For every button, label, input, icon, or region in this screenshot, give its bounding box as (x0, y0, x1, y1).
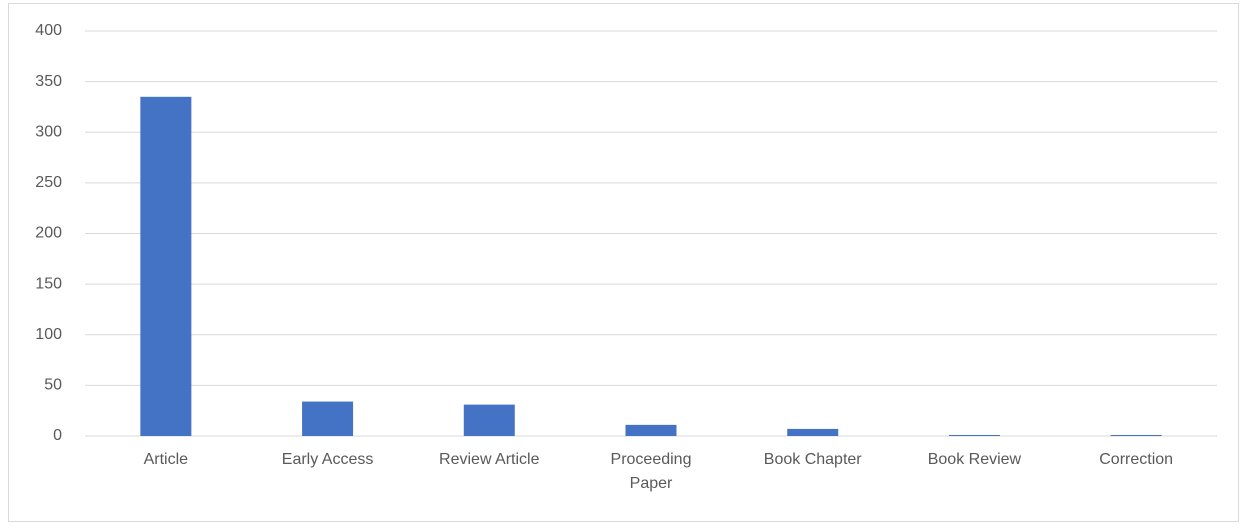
x-tick-label: Book Chapter (763, 451, 862, 468)
bar (1110, 434, 1162, 436)
bar (625, 424, 677, 436)
bar (787, 428, 839, 436)
y-tick-label: 150 (35, 275, 62, 292)
x-tick-label: Book Review (927, 451, 1022, 468)
y-tick-label: 400 (35, 22, 62, 39)
y-tick-label: 200 (35, 225, 62, 242)
x-tick-label: Early Access (281, 451, 374, 468)
x-tick-label: Article (143, 451, 189, 468)
y-tick-label: 250 (35, 174, 62, 191)
y-tick-label: 50 (44, 377, 62, 394)
chart-border (8, 3, 1239, 522)
x-tick-label: Review Article (439, 451, 540, 468)
x-tick-label: Correction (1099, 451, 1174, 468)
bar (140, 96, 192, 436)
y-tick-label: 300 (35, 123, 62, 140)
y-tick-label: 0 (53, 427, 62, 444)
bar (302, 401, 354, 436)
x-tick-label: Proceeding Paper (610, 451, 692, 492)
bar (948, 434, 1000, 436)
bar (463, 404, 515, 436)
y-tick-label: 350 (35, 73, 62, 90)
y-tick-label: 100 (35, 326, 62, 343)
